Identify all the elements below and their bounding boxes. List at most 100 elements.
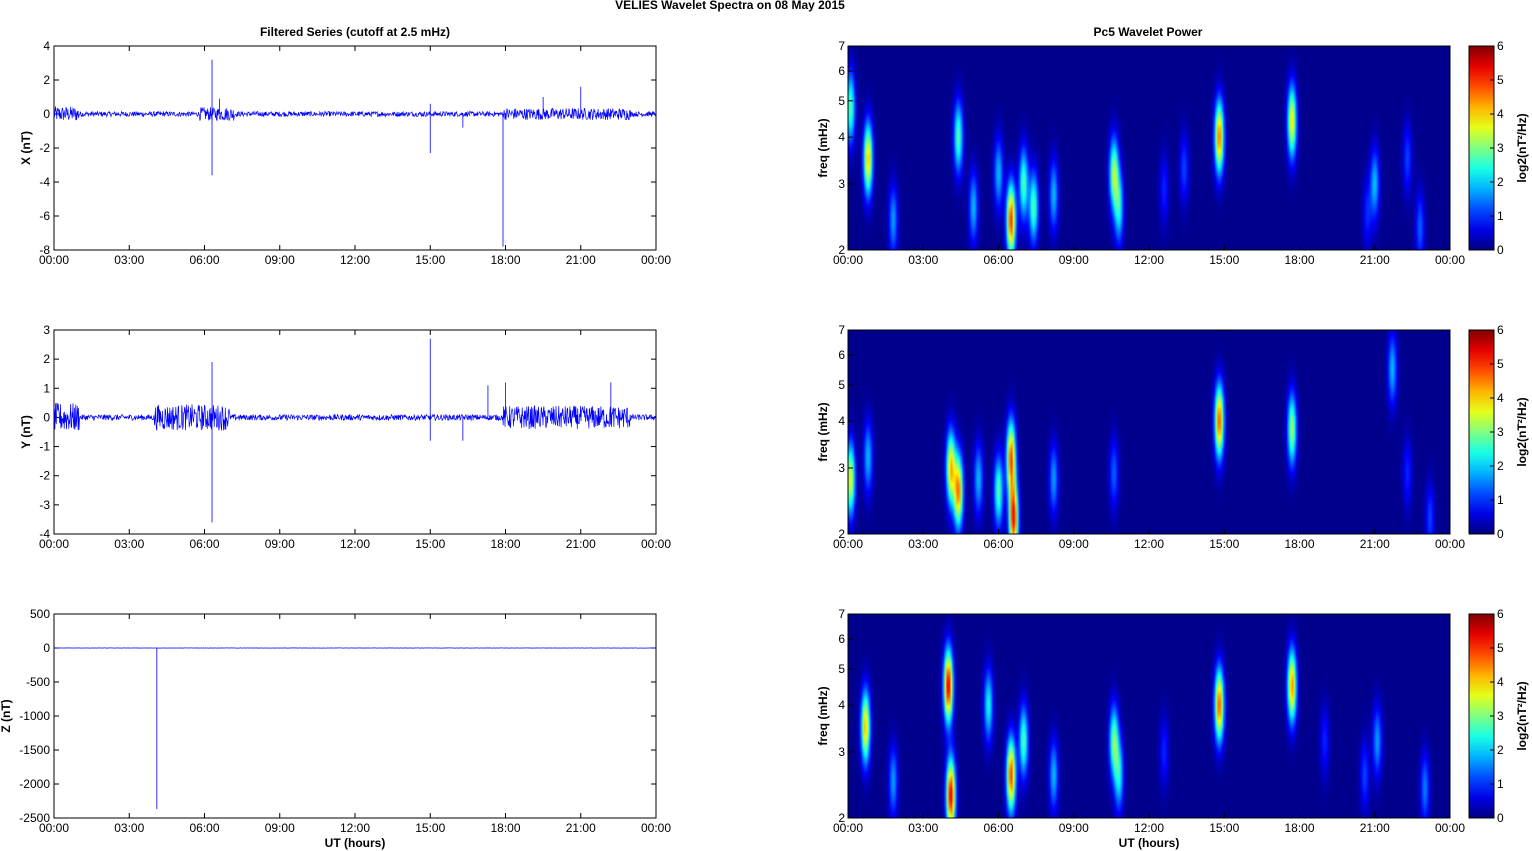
y-axis-label: Z (nT) <box>0 699 13 732</box>
x-tick-label: 15:00 <box>415 537 445 551</box>
y-tick-label: 4 <box>838 130 845 144</box>
y-axis-label: freq (mHz) <box>816 686 830 745</box>
colorbar-tick-label: 3 <box>1497 709 1504 723</box>
timeseries-y: -4 -3 -2 -1 0 1 2 3 00:00 03:00 06:00 09:00 12:00 15:… <box>19 323 671 551</box>
x-tick-label: 21:00 <box>566 537 596 551</box>
y-tick-label: -2000 <box>19 777 50 791</box>
colorbar-label: log2(nT²/Hz) <box>1515 681 1529 750</box>
y-tick-label: -2 <box>39 141 50 155</box>
x-tick-label: 03:00 <box>908 537 938 551</box>
colorbar-tick-label: 4 <box>1497 107 1504 121</box>
x-tick-label: 18:00 <box>490 821 520 835</box>
x-tick-label: 06:00 <box>189 821 219 835</box>
x-tick-label: 00:00 <box>39 821 69 835</box>
colorbar-tick-label: 3 <box>1497 425 1504 439</box>
colorbar-label: log2(nT²/Hz) <box>1515 113 1529 182</box>
colorbar-tick-label: 5 <box>1497 641 1504 655</box>
right-column-title: Pc5 Wavelet Power <box>1094 25 1203 39</box>
y-tick-label: 5 <box>838 378 845 392</box>
y-tick-label: -3 <box>39 498 50 512</box>
x-tick-label: 06:00 <box>983 537 1013 551</box>
colorbar-tick-label: 5 <box>1497 357 1504 371</box>
colorbar-tick-label: 6 <box>1497 323 1504 337</box>
x-tick-label: 09:00 <box>1059 253 1089 267</box>
x-tick-label: 12:00 <box>1134 537 1164 551</box>
x-tick-label: 09:00 <box>265 821 295 835</box>
y-tick-label: 2 <box>43 352 50 366</box>
y-tick-label: 6 <box>838 632 845 646</box>
y-tick-label: -1500 <box>19 743 50 757</box>
y-tick-label: -1000 <box>19 709 50 723</box>
x-tick-label: 18:00 <box>1284 253 1314 267</box>
y-tick-label: 1 <box>43 381 50 395</box>
x-tick-label: 18:00 <box>490 537 520 551</box>
colorbar-tick-label: 3 <box>1497 141 1504 155</box>
wavelet-power-x: 2 3 4 5 6 7 00:00 03:00 06:00 09:00 12:00 15:00 18:0… <box>816 39 1529 267</box>
y-tick-label: 0 <box>43 410 50 424</box>
left-column-title: Filtered Series (cutoff at 2.5 mHz) <box>260 25 450 39</box>
x-tick-label: 21:00 <box>566 821 596 835</box>
y-tick-label: -6 <box>39 209 50 223</box>
x-tick-label: 12:00 <box>340 253 370 267</box>
x-tick-label: 15:00 <box>1209 253 1239 267</box>
y-axis-label: X (nT) <box>19 131 33 165</box>
y-tick-label: -4 <box>39 527 50 541</box>
x-tick-label: 09:00 <box>265 537 295 551</box>
x-tick-label: 03:00 <box>908 253 938 267</box>
colorbar-tick-label: 6 <box>1497 39 1504 53</box>
x-tick-label: 03:00 <box>114 253 144 267</box>
x-tick-label: 15:00 <box>1209 537 1239 551</box>
plot-frame <box>53 329 657 535</box>
y-tick-label: 6 <box>838 64 845 78</box>
y-tick-label: 2 <box>838 527 845 541</box>
y-tick-label: 2 <box>838 243 845 257</box>
wavelet-power-image <box>848 46 1450 250</box>
x-tick-label: 00:00 <box>833 253 863 267</box>
colorbar-tick-label: 1 <box>1497 209 1504 223</box>
x-tick-label: 21:00 <box>1360 537 1390 551</box>
colorbar-tick-label: 2 <box>1497 175 1504 189</box>
x-tick-label: 12:00 <box>340 537 370 551</box>
x-tick-label: 00:00 <box>39 253 69 267</box>
timeseries-z: -2500 -2000 -1500 -1000 -500 0 500 00:00 03:00 06… <box>0 607 671 850</box>
x-tick-label: 00:00 <box>641 821 671 835</box>
figure-title: VELIES Wavelet Spectra on 08 May 2015 <box>615 0 845 12</box>
x-tick-label: 09:00 <box>1059 821 1089 835</box>
colorbar-tick-label: 5 <box>1497 73 1504 87</box>
timeseries-x: -8 -6 -4 -2 0 2 4 00:00 03:00 06:00 09:00 12:00 15:0… <box>19 39 671 267</box>
colorbar-label: log2(nT²/Hz) <box>1515 397 1529 466</box>
x-tick-label: 00:00 <box>833 537 863 551</box>
y-tick-label: 4 <box>43 39 50 53</box>
x-tick-label: 09:00 <box>265 253 295 267</box>
y-tick-label: -2500 <box>19 811 50 825</box>
x-tick-label: 18:00 <box>1284 537 1314 551</box>
y-axis-label: freq (mHz) <box>816 402 830 461</box>
y-tick-label: 5 <box>838 94 845 108</box>
y-tick-label: 6 <box>838 348 845 362</box>
x-tick-label: 00:00 <box>641 537 671 551</box>
plot-frame <box>53 613 657 819</box>
x-axis-label: UT (hours) <box>1119 836 1180 850</box>
x-tick-label: 12:00 <box>1134 253 1164 267</box>
x-tick-label: 15:00 <box>415 253 445 267</box>
colorbar-tick-label: 6 <box>1497 607 1504 621</box>
y-tick-label: 4 <box>838 698 845 712</box>
y-tick-label: 5 <box>838 662 845 676</box>
y-tick-label: -1 <box>39 440 50 454</box>
x-tick-label: 15:00 <box>415 821 445 835</box>
y-tick-label: 7 <box>838 39 845 53</box>
x-tick-label: 03:00 <box>908 821 938 835</box>
x-tick-label: 03:00 <box>114 821 144 835</box>
y-tick-label: 3 <box>43 323 50 337</box>
y-tick-label: 0 <box>43 107 50 121</box>
y-tick-label: -4 <box>39 175 50 189</box>
x-tick-label: 00:00 <box>1435 821 1465 835</box>
x-tick-label: 00:00 <box>1435 253 1465 267</box>
y-tick-label: 500 <box>30 607 50 621</box>
x-tick-label: 00:00 <box>39 537 69 551</box>
x-tick-label: 21:00 <box>566 253 596 267</box>
x-tick-label: 18:00 <box>1284 821 1314 835</box>
x-tick-label: 00:00 <box>1435 537 1465 551</box>
wavelet-power-y: 2 3 4 5 6 7 00:00 03:00 06:00 09:00 12:00 15:00 18:0… <box>816 323 1529 551</box>
